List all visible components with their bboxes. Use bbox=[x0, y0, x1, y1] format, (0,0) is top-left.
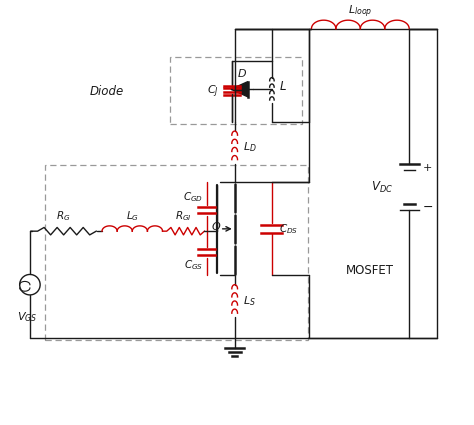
Text: $-$: $-$ bbox=[422, 200, 433, 213]
Text: Diode: Diode bbox=[90, 85, 124, 98]
Text: $L$: $L$ bbox=[279, 80, 287, 94]
Text: $C_J$: $C_J$ bbox=[208, 83, 219, 100]
Text: $L_{loop}$: $L_{loop}$ bbox=[348, 4, 373, 20]
Text: $D$: $D$ bbox=[237, 67, 246, 79]
Polygon shape bbox=[231, 82, 248, 97]
Text: $V_{GS}$: $V_{GS}$ bbox=[18, 310, 38, 324]
Text: $L_D$: $L_D$ bbox=[243, 141, 257, 154]
Text: $C_{DS}$: $C_{DS}$ bbox=[279, 222, 298, 236]
Bar bbox=[45, 165, 308, 340]
Text: $Q$: $Q$ bbox=[211, 220, 222, 233]
Text: $R_G$: $R_G$ bbox=[56, 209, 71, 223]
Bar bbox=[170, 57, 302, 124]
Text: $C_{GS}$: $C_{GS}$ bbox=[184, 258, 203, 272]
Text: $V_{DC}$: $V_{DC}$ bbox=[371, 179, 393, 195]
Text: $L_S$: $L_S$ bbox=[243, 294, 256, 308]
Text: $R_{GI}$: $R_{GI}$ bbox=[175, 209, 192, 223]
Text: $L_G$: $L_G$ bbox=[126, 209, 139, 223]
Text: $+$: $+$ bbox=[422, 162, 432, 173]
Text: MOSFET: MOSFET bbox=[346, 264, 393, 277]
Text: $C_{GD}$: $C_{GD}$ bbox=[183, 190, 203, 204]
